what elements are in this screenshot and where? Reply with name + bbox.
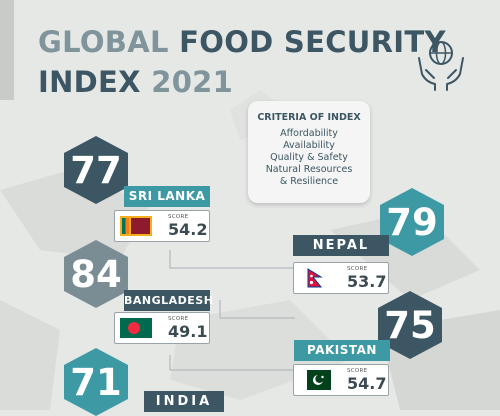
criteria-item: Natural Resources bbox=[265, 164, 353, 175]
country-label-bangladesh: BANGLADESH bbox=[124, 290, 213, 311]
page-title: GLOBAL FOOD SECURITY INDEX 2021 bbox=[38, 25, 446, 99]
score-label: SCORE bbox=[168, 316, 189, 322]
score-value-pakistan: 54.7 bbox=[347, 374, 387, 393]
sri-lanka-flag-icon bbox=[120, 216, 152, 236]
rank-badge-india: 71 bbox=[64, 348, 128, 416]
score-card-nepal: SCORE 53.7 bbox=[293, 262, 389, 294]
hands-holding-globe-icon bbox=[418, 41, 464, 91]
score-value-nepal: 53.7 bbox=[347, 272, 387, 291]
score-value-sri-lanka: 54.2 bbox=[168, 220, 208, 239]
criteria-box: CRITERIA OF INDEX Affordability Availabi… bbox=[248, 101, 370, 203]
nepal-flag-icon bbox=[299, 268, 331, 288]
score-value-bangladesh: 49.1 bbox=[168, 322, 208, 341]
criteria-heading: CRITERIA OF INDEX bbox=[257, 112, 361, 123]
criteria-item: Availability bbox=[283, 140, 335, 151]
score-card-sri-lanka: SCORE 54.2 bbox=[114, 210, 210, 242]
country-label-pakistan: PAKISTAN bbox=[294, 340, 390, 361]
score-label: SCORE bbox=[347, 368, 368, 374]
score-card-bangladesh: SCORE 49.1 bbox=[114, 312, 210, 344]
country-label-nepal: NEPAL bbox=[293, 235, 389, 256]
criteria-item: Affordability bbox=[280, 128, 338, 139]
criteria-item: & Resilience bbox=[279, 176, 339, 187]
score-label: SCORE bbox=[347, 266, 368, 272]
side-accent-bar bbox=[0, 0, 14, 100]
country-label-india: INDIA bbox=[144, 391, 224, 412]
country-label-sri-lanka: SRI LANKA bbox=[124, 186, 210, 207]
score-label: SCORE bbox=[168, 214, 189, 220]
criteria-item: Quality & Safety bbox=[270, 152, 348, 163]
score-card-pakistan: SCORE 54.7 bbox=[293, 364, 389, 396]
pakistan-flag-icon bbox=[299, 370, 331, 390]
bangladesh-flag-icon bbox=[120, 318, 152, 338]
